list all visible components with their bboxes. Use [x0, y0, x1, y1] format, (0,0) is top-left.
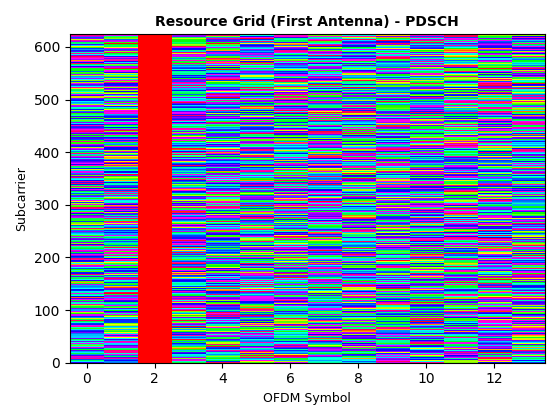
- Y-axis label: Subcarrier: Subcarrier: [15, 166, 28, 231]
- Title: Resource Grid (First Antenna) - PDSCH: Resource Grid (First Antenna) - PDSCH: [156, 15, 459, 29]
- X-axis label: OFDM Symbol: OFDM Symbol: [263, 392, 351, 405]
